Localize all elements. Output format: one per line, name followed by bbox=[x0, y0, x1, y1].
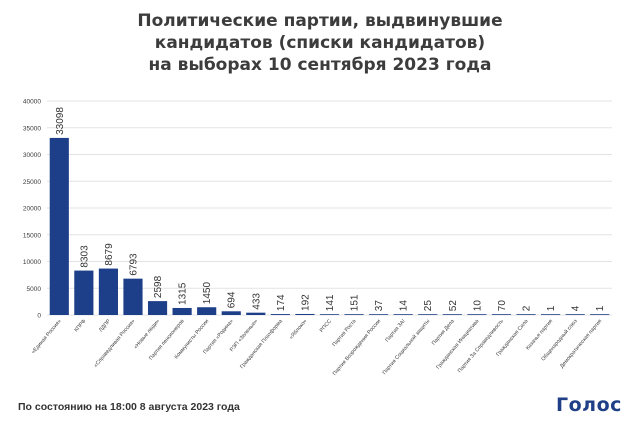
footnote: По состоянию на 18:00 8 августа 2023 год… bbox=[18, 401, 240, 413]
y-tick-label: 20000 bbox=[23, 206, 41, 213]
x-tick-label: Партия Возрождения России bbox=[332, 318, 382, 376]
bar bbox=[344, 314, 364, 315]
value-label: 14 bbox=[399, 300, 410, 312]
value-label: 10 bbox=[472, 300, 483, 312]
value-label: 174 bbox=[276, 294, 287, 311]
bar bbox=[49, 137, 69, 315]
value-label: 2598 bbox=[153, 275, 164, 298]
x-tick-label: РПСС bbox=[319, 318, 333, 333]
y-axis-ticks: 0 5000 10000 15000 20000 25000 30000 35000 40000 bbox=[23, 99, 41, 320]
x-tick-label: «Новые люди» bbox=[133, 318, 161, 350]
chart-title-line-2: кандидатов (списки кандидатов) bbox=[154, 33, 486, 53]
x-tick-label: Гражданская Инициатива bbox=[435, 318, 480, 370]
bar bbox=[467, 314, 487, 315]
value-label: 433 bbox=[251, 293, 262, 310]
value-labels: 33098 8303 8679 6793 2598 1315 1450 694 433 174 19… bbox=[55, 107, 606, 312]
x-tick-label: «Яблоко» bbox=[288, 318, 308, 340]
y-tick-label: 30000 bbox=[23, 152, 41, 159]
bar bbox=[123, 278, 143, 315]
bars bbox=[49, 137, 610, 315]
bar bbox=[147, 301, 168, 315]
bar bbox=[442, 314, 462, 315]
x-tick-label: Партия Роста bbox=[331, 318, 357, 348]
value-label: 694 bbox=[227, 291, 238, 308]
bar bbox=[319, 314, 340, 315]
x-tick-label: Партия За Справедливость bbox=[457, 318, 505, 374]
x-tick-label: «Справедливая Россия» bbox=[93, 318, 137, 368]
bar bbox=[590, 314, 610, 315]
bar bbox=[246, 312, 266, 315]
bar bbox=[565, 314, 585, 315]
y-tick-label: 15000 bbox=[23, 232, 41, 239]
value-label: 1 bbox=[546, 305, 557, 311]
bar bbox=[393, 314, 413, 315]
bar bbox=[221, 311, 241, 315]
value-label: 33098 bbox=[55, 107, 66, 135]
x-tick-label: Партия Социальной защиты bbox=[381, 318, 432, 376]
y-tick-label: 40000 bbox=[23, 99, 41, 106]
value-label: 4 bbox=[571, 305, 582, 311]
bar bbox=[295, 313, 315, 315]
bar bbox=[491, 314, 512, 315]
value-label: 8303 bbox=[79, 245, 90, 268]
x-tick-label: ЛДПР bbox=[98, 318, 112, 333]
x-tick-label: Партия Дела bbox=[431, 318, 456, 346]
value-label: 8679 bbox=[104, 243, 115, 266]
chart-title-line-3: на выборах 10 сентября 2023 года bbox=[148, 55, 492, 75]
bar bbox=[516, 314, 536, 315]
value-label: 151 bbox=[350, 294, 361, 311]
chart-title: Политические партии, выдвинувшие кандида… bbox=[0, 10, 640, 76]
value-label: 6793 bbox=[128, 253, 139, 276]
value-label: 1450 bbox=[202, 282, 213, 305]
y-tick-label: 5000 bbox=[27, 286, 42, 293]
value-label: 1315 bbox=[178, 282, 189, 305]
y-tick-label: 10000 bbox=[23, 259, 41, 266]
bar bbox=[418, 314, 438, 315]
x-tick-label: Демократическая партия bbox=[559, 318, 603, 369]
bar bbox=[541, 314, 561, 315]
x-tick-label: Партия ЗА! bbox=[384, 318, 406, 343]
x-tick-label: Гражданская Платформа bbox=[239, 318, 284, 370]
x-tick-label: «Единая Россия» bbox=[31, 318, 63, 355]
y-tick-label: 25000 bbox=[23, 179, 41, 186]
bar bbox=[74, 270, 94, 315]
value-label: 141 bbox=[325, 294, 336, 311]
value-label: 2 bbox=[522, 305, 533, 311]
value-label: 25 bbox=[423, 300, 434, 312]
bar bbox=[270, 314, 290, 315]
bar bbox=[369, 314, 389, 315]
value-label: 192 bbox=[300, 294, 311, 311]
value-label: 37 bbox=[374, 300, 385, 312]
chart-title-line-1: Политические партии, выдвинувшие bbox=[137, 11, 503, 31]
bar bbox=[197, 307, 217, 315]
x-tick-label: КПРФ bbox=[74, 318, 88, 333]
bar bbox=[172, 307, 192, 315]
value-label: 52 bbox=[448, 300, 459, 312]
y-tick-label: 35000 bbox=[23, 125, 41, 132]
y-tick-label: 0 bbox=[37, 313, 41, 320]
golos-logo: Голос bbox=[556, 394, 622, 416]
value-label: 1 bbox=[595, 305, 606, 311]
bar bbox=[98, 268, 118, 315]
value-label: 70 bbox=[497, 300, 508, 312]
x-axis-ticks: «Единая Россия» КПРФ ЛДПР«Справедливая Рос… bbox=[31, 317, 604, 377]
